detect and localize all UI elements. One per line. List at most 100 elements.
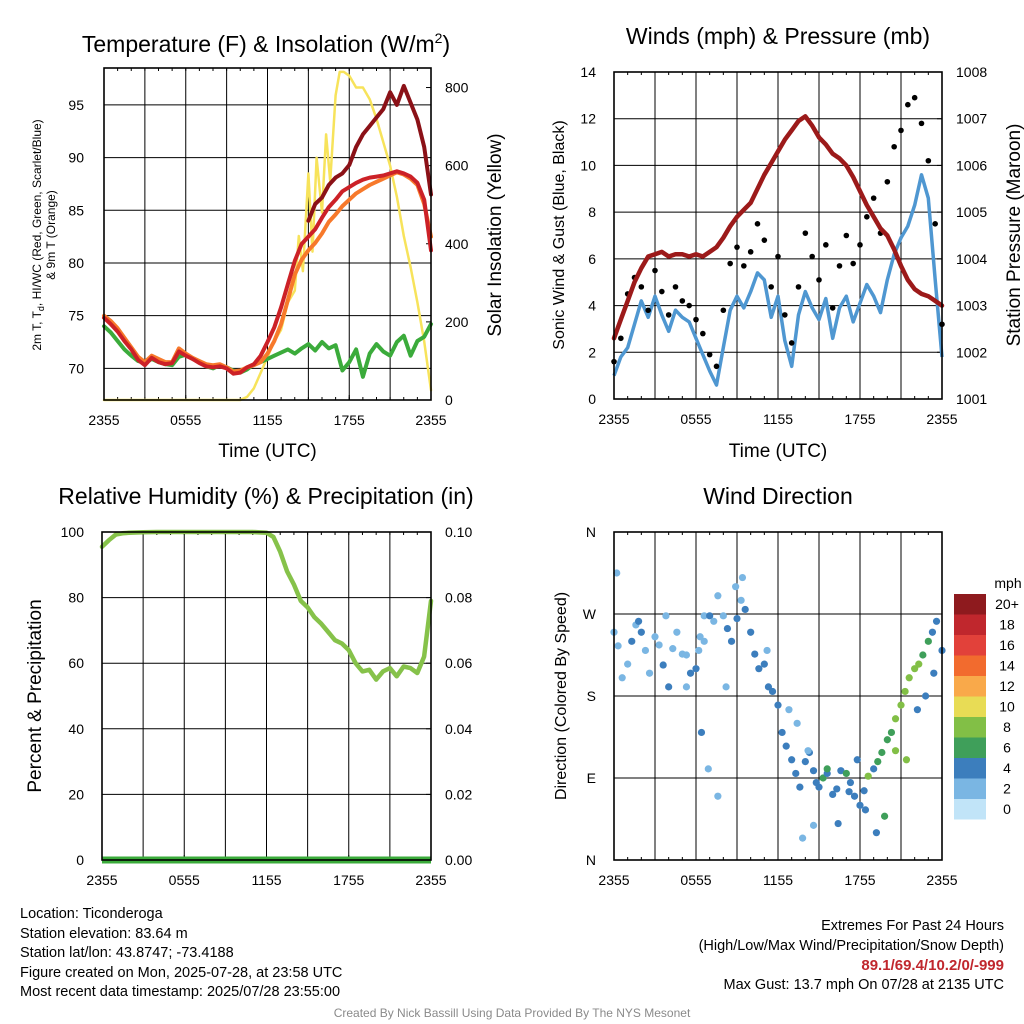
credit-text: Created By Nick Bassill Using Data Provi… [333,1006,691,1020]
direction-point [732,583,740,591]
direction-point [751,650,759,658]
legend-label: 14 [999,658,1015,674]
direction-point [823,765,831,773]
plot-border [101,531,432,861]
x-tick-label: 0555 [680,411,711,427]
direction-point [901,687,909,696]
direction-point [760,660,768,668]
direction-point [928,628,937,636]
gust-point [700,330,706,337]
direction-point [662,612,670,620]
direction-point [915,660,923,668]
y-tick-label: 20 [68,786,84,802]
y-tick-label: 0 [76,852,84,868]
gust-point [898,127,904,134]
y-tick-label: 14 [580,64,596,80]
series-line-hi [306,83,433,223]
direction-point [641,646,650,655]
gust-point [829,305,836,311]
y2-tick-label: 400 [445,236,469,252]
direction-point [897,701,905,709]
x-axis-label: Time (UTC) [729,441,828,462]
location-text: Location: Ticonderoga [20,906,163,922]
y-tick-label: E [587,770,596,786]
direction-point [741,605,749,614]
legend-title: mph [994,575,1021,591]
x-tick-label: 1755 [844,872,875,888]
y2-tick-label: 0.08 [445,590,472,606]
direction-point [924,637,932,645]
y-tick-label: 6 [588,251,596,267]
direction-point [778,728,786,737]
direction-point [922,692,930,700]
x-tick-label: 1155 [763,872,793,888]
y-tick-label: 90 [68,150,84,166]
y-tick-label: 60 [68,655,84,671]
direction-point [878,748,886,757]
direction-point [645,669,654,677]
direction-point [714,592,722,600]
gust-point [870,195,877,201]
direction-point [853,756,861,764]
gust-point [809,253,815,260]
direction-point [809,767,818,775]
x-tick-label: 2355 [598,872,629,888]
direction-point [669,645,677,653]
gust-point [747,249,754,255]
y2-tick-label: 800 [445,80,469,96]
plot-border [613,71,943,400]
direction-point [659,661,667,669]
y-tick-label: 40 [68,721,84,737]
x-tick-label: 2355 [415,872,446,888]
direction-point [737,596,745,604]
legend-label: 8 [1003,719,1011,735]
gust-point [775,253,781,260]
direction-point [719,612,727,620]
direction-point [704,765,712,773]
direction-point [874,758,882,766]
direction-point [614,642,622,650]
direction-point [747,628,755,636]
y-axis-label: Direction (Colored By Speed) [553,592,570,800]
direction-point [872,829,881,837]
x-tick-label: 2355 [415,412,446,428]
x-tick-label: 0555 [170,412,201,428]
legend-label: 20+ [995,596,1019,612]
y-tick-label: 95 [68,97,84,113]
legend-swatch [954,635,986,656]
x-tick-label: 2355 [88,412,119,428]
y-tick-label: 10 [580,157,596,173]
gust-point [857,242,863,248]
direction-point [686,669,695,677]
y-tick-label: 80 [68,590,84,606]
gust-point [823,242,829,248]
direction-point [755,665,763,673]
gust-point [672,284,679,290]
gust-point [761,237,768,243]
y-tick-label: W [583,606,597,622]
x-tick-label: 0555 [169,872,200,888]
direction-point [706,612,714,620]
direction-point [799,834,807,842]
gust-point [706,351,713,358]
direction-point [682,683,691,691]
direction-point [845,788,853,796]
series-line-9m-t [102,170,433,374]
legend-swatch [954,799,986,820]
legend-swatch [954,696,986,717]
direction-point [905,674,913,682]
gust-point [836,263,843,269]
series-line-sonic-wind [612,173,944,387]
y-tick-label: N [586,852,596,868]
gust-point [843,232,850,239]
y2-tick-label: 600 [445,158,469,174]
direction-point [665,683,673,691]
legend-label: 4 [1003,760,1011,776]
x-tick-label: 1755 [334,412,365,428]
y-tick-label: 8 [588,204,596,220]
direction-point [692,665,700,673]
humidity-chart: 2355 0555 1155 1755 23550204060801000.000.02… [25,483,474,888]
gust-point [659,288,665,295]
direction-point [801,758,809,766]
y2-tick-label: 1001 [956,391,987,407]
